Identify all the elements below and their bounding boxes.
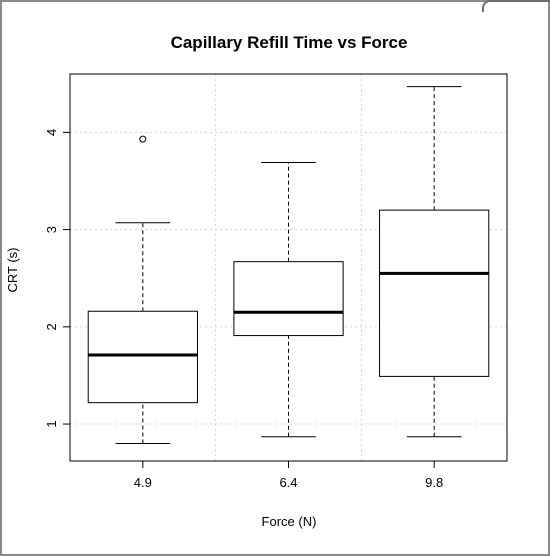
x-axis-label: Force (N) xyxy=(262,514,317,529)
plot-border xyxy=(69,73,508,462)
iqr-box xyxy=(379,209,490,377)
boxes xyxy=(87,86,490,444)
outlier-point xyxy=(139,135,147,143)
iqr-box xyxy=(233,261,344,337)
x-tick-label: 4.9 xyxy=(134,475,152,490)
y-axis-label: CRT (s) xyxy=(5,247,20,292)
y-tick-label: 1 xyxy=(44,420,59,427)
y-tick-label: 3 xyxy=(44,226,59,233)
box-4.9 xyxy=(87,135,198,444)
window-corner-decoration xyxy=(482,0,550,12)
chart-title: Capillary Refill Time vs Force xyxy=(171,33,408,52)
iqr-box xyxy=(87,310,198,404)
x-tick-label: 6.4 xyxy=(279,475,297,490)
y-tick-label: 2 xyxy=(44,323,59,330)
box-6.4 xyxy=(233,161,344,438)
x-tick-label: 9.8 xyxy=(425,475,443,490)
axis-ticks: 1 2 3 4 4.9 6.4 9.8 xyxy=(44,129,443,490)
box-9.8 xyxy=(379,86,490,438)
y-tick-label: 4 xyxy=(44,129,59,136)
